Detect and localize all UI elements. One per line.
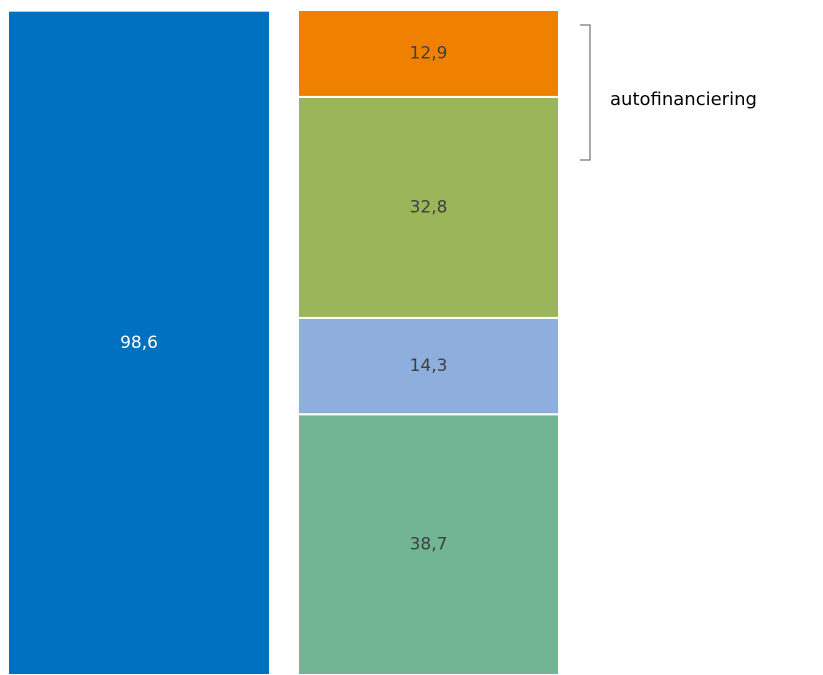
annotation-bracket	[580, 24, 591, 161]
bar-segment	[297, 413, 560, 675]
data-label: 12,9	[410, 43, 448, 63]
bar-segment	[297, 95, 560, 319]
data-label: 14,3	[410, 356, 448, 376]
bar-segment	[297, 9, 560, 98]
data-label: 98,6	[120, 333, 158, 353]
data-label: 38,7	[410, 535, 448, 555]
data-label: 32,8	[410, 197, 448, 217]
bar-segment	[297, 316, 560, 416]
bar-segment	[7, 9, 271, 675]
annotation: autofinanciering	[610, 89, 757, 110]
